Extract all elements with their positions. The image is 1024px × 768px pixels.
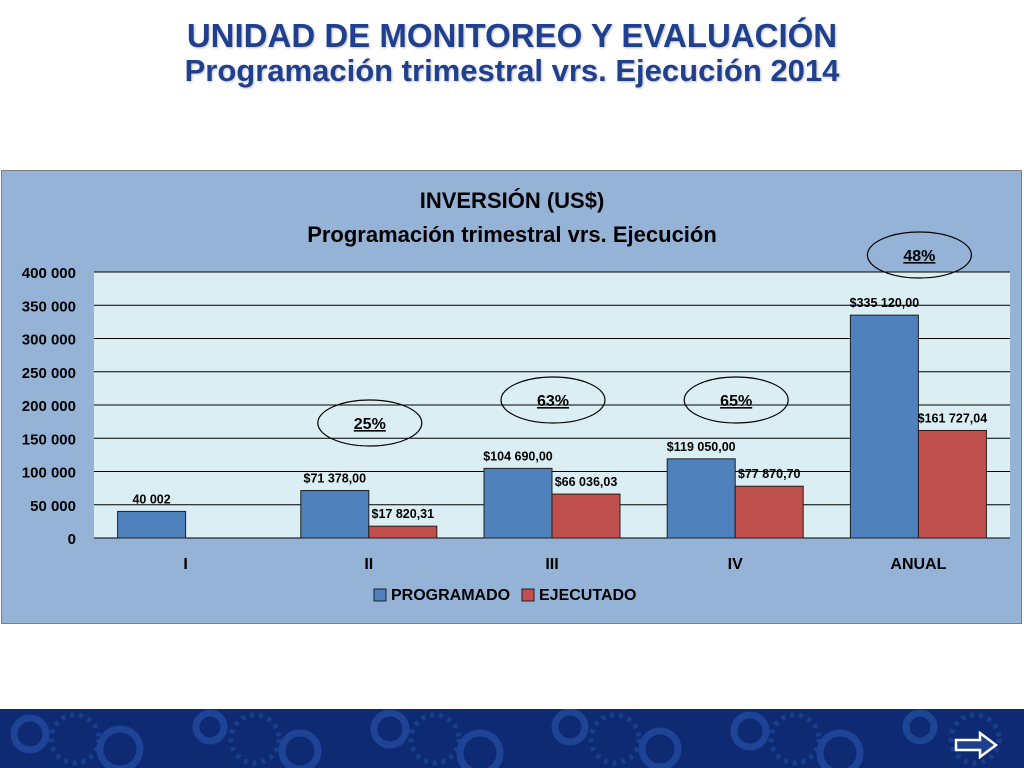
y-tick-label: 50 000 [30,498,76,515]
gear-pattern [10,709,1002,768]
slide-title-line1: UNIDAD DE MONITOREO Y EVALUACIÓN [186,17,838,54]
y-tick-label: 300 000 [22,332,76,349]
y-tick-label: 400 000 [22,265,76,282]
data-label: $119 050,00 [667,440,736,454]
data-label: $77 870,70 [738,467,801,481]
bar-programado [483,467,553,539]
percentage-ellipse [317,399,423,447]
percentage-ellipse [866,231,973,279]
x-axis-ticks: I II III IV ANUAL [183,556,946,573]
bar-programado [300,490,370,539]
legend-label: EJECUTADO [539,587,637,604]
x-tick-label: IV [728,556,743,573]
bars [117,314,987,539]
data-label: $66 036,03 [555,475,618,489]
footer-gear-band [0,709,1024,768]
x-tick-label: II [364,556,373,573]
slide-title-line2: Programación trimestral vrs. Ejecución 2… [184,53,840,88]
bar-programado [666,458,736,539]
percentage-ellipse [500,376,606,424]
percentage-ellipses: 25% 63% 65% 48% [317,231,973,447]
bar-ejecutado [734,485,804,539]
data-label: $17 820,31 [372,507,435,521]
data-label: $71 378,00 [304,472,367,486]
chart-frame: INVERSIÓN (US$) Programación trimestral … [1,170,1022,624]
y-tick-label: 100 000 [22,465,76,482]
y-tick-label: 0 [68,531,76,548]
slide-title: UNIDAD DE MONITOREO Y EVALUACIÓN Program… [0,18,1024,88]
percentage-ellipse [683,376,789,424]
next-slide-button[interactable] [954,730,999,760]
data-label: $161 727,04 [918,411,988,425]
percentage-label: 48% [903,248,935,265]
percentage-label: 63% [537,393,569,410]
arrow-right-icon [954,730,999,760]
y-tick-label: 150 000 [22,431,76,448]
y-tick-label: 250 000 [22,365,76,382]
bar-data-labels: 40 002 $71 378,00 $17 820,31 $104 690,00$66… [132,296,987,521]
percentage-label: 65% [720,393,752,410]
investment-bar-chart: INVERSIÓN (US$) Programación trimestral … [22,188,1010,604]
data-label: $335 120,00 [850,296,920,310]
y-tick-label: 200 000 [22,398,76,415]
legend-label: PROGRAMADO [391,587,510,604]
bar-ejecutado [917,429,987,539]
data-label: 40 002 [132,492,170,506]
chart-title: INVERSIÓN (US$) [420,188,605,213]
bar-ejecutado [551,493,621,539]
y-tick-label: 350 000 [22,298,76,315]
x-tick-label: ANUAL [890,556,946,573]
bar-ejecutado [368,525,438,539]
bar-programado [849,314,919,539]
x-tick-label: III [545,556,558,573]
legend-swatch [521,588,535,602]
bar-programado [117,510,187,539]
x-tick-label: I [183,556,187,573]
y-axis-ticks: 0 50 000 100 000 150 000 200 000 250 000 300 0… [22,265,76,548]
percentage-label: 25% [354,416,386,433]
chart-subtitle: Programación trimestral vrs. Ejecución [307,222,717,247]
legend-swatch [373,588,387,602]
legend: PROGRAMADO EJECUTADO [373,587,637,604]
data-label: $104 690,00 [483,449,553,463]
